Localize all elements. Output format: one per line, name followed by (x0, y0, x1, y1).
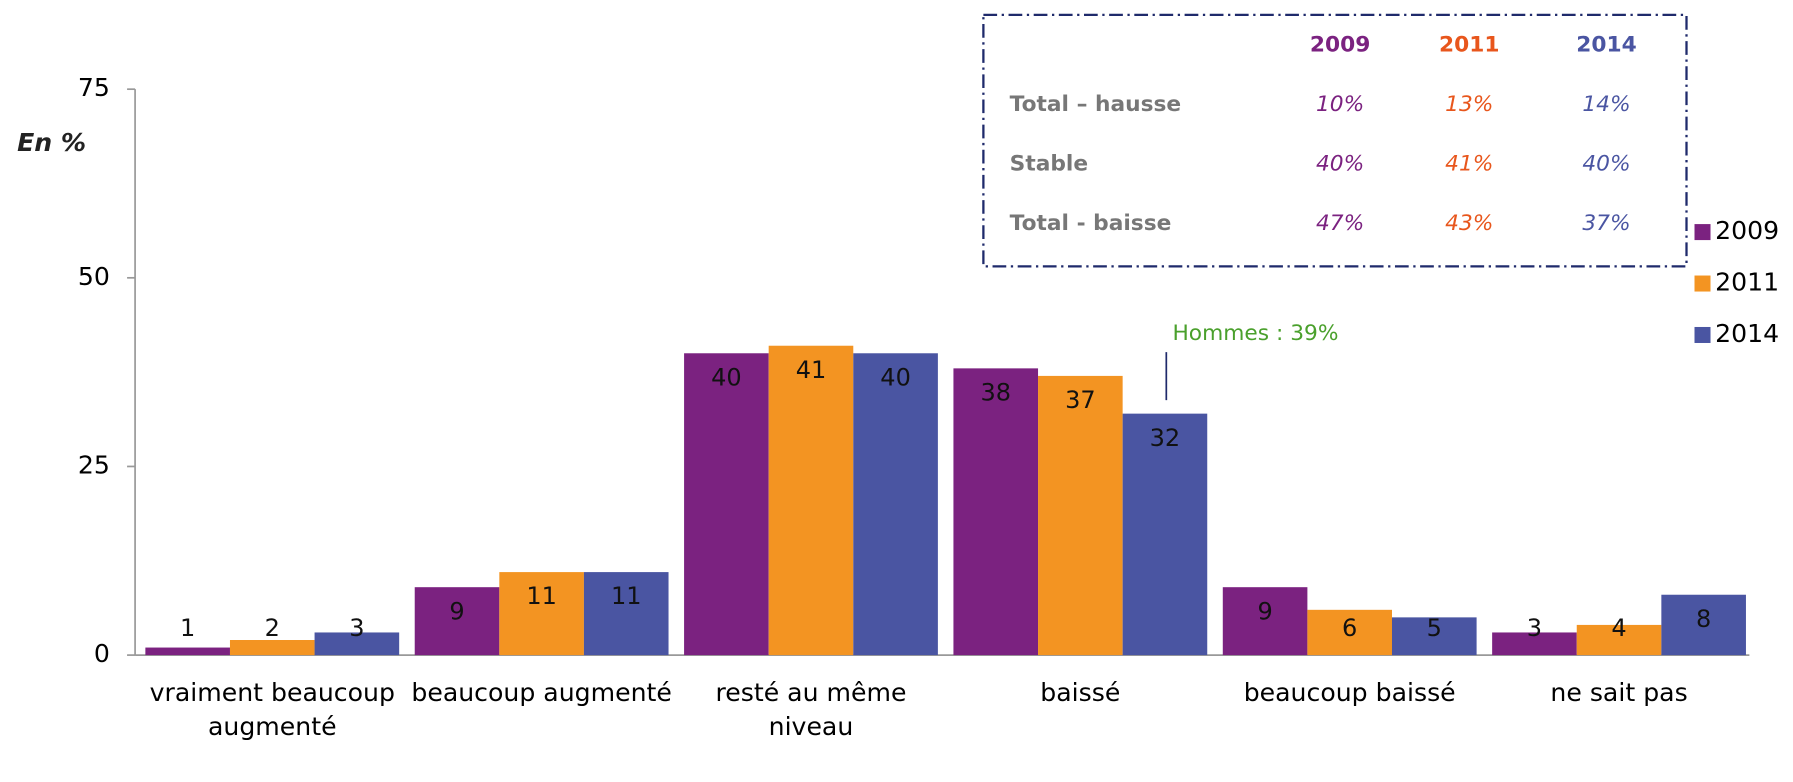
x-tick-label-box: beaucoup augmenté (411, 679, 672, 708)
bar-label: 41 (796, 356, 827, 384)
bar (853, 353, 938, 656)
table-row-label: Total – hausse (1010, 92, 1181, 117)
bar-label: 9 (1257, 597, 1272, 625)
bar-label: 3 (349, 614, 364, 642)
bar (953, 368, 1039, 656)
bar (684, 353, 769, 656)
y-axis-label: En % (17, 128, 86, 157)
bar-label: 37 (1065, 386, 1096, 414)
table-header: 2009 (1310, 33, 1370, 58)
x-tick-label-box: ne sait pas (1550, 679, 1688, 708)
bar-label: 5 (1427, 614, 1442, 642)
bar (1391, 617, 1477, 656)
bar-label: 4 (1611, 614, 1626, 642)
bar-label: 8 (1696, 605, 1711, 633)
table-cell: 13% (1445, 92, 1493, 117)
table-cell: 40% (1316, 152, 1364, 177)
y-tick-label: 25 (78, 450, 110, 479)
bar (1222, 587, 1308, 656)
legend-swatch (1694, 326, 1711, 343)
x-tick-label: baissé (1040, 679, 1121, 708)
bar-label: 32 (1150, 424, 1181, 452)
legend-swatch (1694, 224, 1711, 241)
bar (1307, 609, 1392, 656)
bar (1492, 632, 1577, 656)
table-cell: 41% (1445, 152, 1493, 177)
x-tick-label: beaucoup augmenté (411, 679, 672, 708)
x-tick-label: resté au même niveau (715, 679, 907, 742)
y-tick-label: 0 (94, 639, 110, 668)
bar-label: 40 (880, 363, 911, 391)
table-header: 2014 (1576, 33, 1636, 58)
x-tick-label-box: resté au même niveau (715, 679, 907, 742)
table-header: 2011 (1439, 33, 1499, 58)
table-row-label: Stable (1010, 152, 1088, 177)
legend-label: 2009 (1715, 216, 1779, 245)
bar (229, 640, 315, 656)
x-tick-label: beaucoup baissé (1243, 679, 1456, 708)
table-cell: 40% (1582, 152, 1630, 177)
bar (314, 632, 400, 656)
bar-label: 9 (449, 597, 464, 625)
bar-label: 38 (980, 379, 1011, 407)
y-tick-label: 75 (78, 73, 110, 102)
bar (768, 345, 854, 656)
bar (145, 647, 230, 656)
bar (1038, 375, 1123, 656)
legend-label: 2011 (1715, 268, 1779, 297)
x-tick-label: ne sait pas (1550, 679, 1688, 708)
bar-label: 1 (180, 614, 195, 642)
bar-label: 6 (1342, 614, 1357, 642)
annotation: Hommes : 39% (1172, 321, 1338, 346)
bar (583, 572, 669, 656)
table-cell: 47% (1316, 211, 1364, 236)
legend-label: 2014 (1715, 319, 1779, 348)
legend-swatch (1694, 275, 1711, 292)
bar-label: 11 (611, 582, 642, 610)
bar-label: 40 (711, 363, 742, 391)
bar (414, 587, 500, 656)
x-tick-label-box: vraiment beaucoup augmenté (149, 679, 395, 742)
table-row-label: Total - baisse (1010, 211, 1172, 236)
bar-label: 11 (526, 582, 557, 610)
bar (1661, 594, 1746, 656)
x-tick-label: vraiment beaucoup augmenté (149, 679, 395, 742)
table-cell: 14% (1582, 92, 1630, 117)
bar-label: 3 (1527, 614, 1542, 642)
table-cell: 10% (1316, 92, 1364, 117)
x-tick-label-box: beaucoup baissé (1243, 679, 1456, 708)
x-tick-label-box: baissé (1040, 679, 1121, 708)
bar (499, 572, 584, 656)
bar (1576, 624, 1662, 656)
table-cell: 37% (1582, 211, 1630, 236)
table-cell: 43% (1445, 211, 1493, 236)
table-box (982, 13, 1688, 268)
bar-label: 2 (265, 614, 280, 642)
bar (1122, 413, 1208, 656)
y-tick-label: 50 (78, 262, 110, 291)
